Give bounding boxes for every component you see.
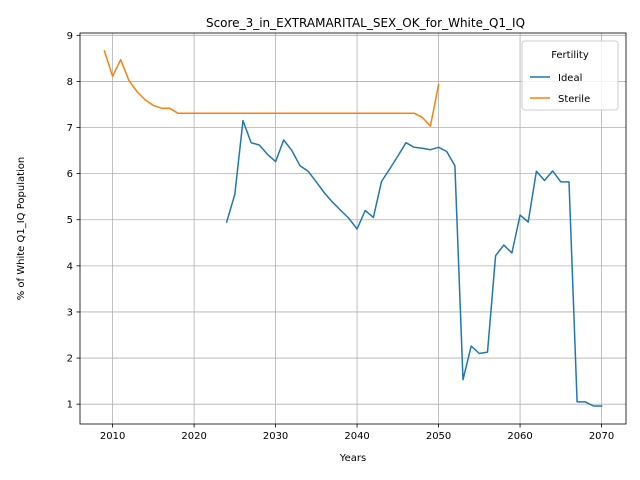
legend-label-sterile: Sterile bbox=[558, 94, 590, 105]
x-tick-label: 2010 bbox=[100, 431, 125, 442]
x-tick-label: 2020 bbox=[181, 431, 206, 442]
y-tick-label: 4 bbox=[67, 261, 73, 272]
plot-frame bbox=[79, 32, 627, 425]
x-tick-label: 2030 bbox=[263, 431, 288, 442]
x-tick-label: 2060 bbox=[507, 431, 532, 442]
legend-box bbox=[521, 40, 619, 111]
y-axis: 1 2 3 4 5 6 7 8 9 bbox=[67, 31, 80, 411]
legend-label-ideal: Ideal bbox=[558, 73, 582, 84]
y-axis-label: % of White Q1_IQ Population bbox=[16, 157, 27, 301]
chart-title: Score_3_in_EXTRAMARITAL_SEX_OK_for_White… bbox=[206, 16, 525, 30]
series-layer bbox=[103, 50, 603, 407]
x-tick-label: 2040 bbox=[344, 431, 369, 442]
y-tick-label: 7 bbox=[67, 123, 73, 134]
x-tick-label: 2070 bbox=[589, 431, 614, 442]
y-tick-label: 1 bbox=[67, 400, 73, 411]
legend-title: Fertility bbox=[551, 50, 589, 61]
y-tick-label: 9 bbox=[67, 31, 73, 42]
x-axis-label: Years bbox=[339, 453, 366, 464]
y-tick-label: 5 bbox=[67, 215, 73, 226]
legend: Fertility Ideal Sterile bbox=[521, 40, 619, 111]
x-tick-label: 2050 bbox=[426, 431, 451, 442]
grid bbox=[80, 33, 626, 424]
series-line-sterile bbox=[103, 50, 440, 127]
y-tick-label: 8 bbox=[67, 77, 73, 88]
y-tick-label: 6 bbox=[67, 169, 73, 180]
series-line-ideal bbox=[225, 119, 603, 407]
x-axis: 2010 2020 2030 2040 2050 2060 2070 bbox=[100, 424, 614, 442]
y-tick-label: 3 bbox=[67, 307, 73, 318]
y-tick-label: 2 bbox=[67, 354, 73, 365]
